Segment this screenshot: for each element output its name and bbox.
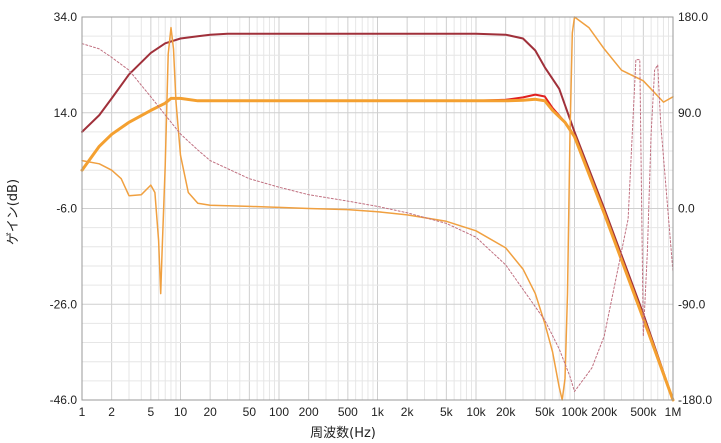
x-tick-label: 500k	[630, 405, 657, 419]
x-tick-label: 1	[79, 405, 86, 419]
x-tick-label: 1k	[371, 405, 385, 419]
plot-frame	[81, 16, 674, 401]
x-tick-label: 200k	[591, 405, 618, 419]
y-tick-label: 14.0	[54, 106, 78, 120]
x-tick-label: 20	[203, 405, 217, 419]
x-tick-label: 20k	[496, 405, 516, 419]
grid-lines	[81, 16, 673, 401]
series-line-4	[81, 16, 674, 401]
x-tick-label: 5k	[440, 405, 454, 419]
series-line-1	[81, 32, 674, 401]
x-tick-label: 200	[299, 405, 319, 419]
x-tick-label: 100	[269, 405, 289, 419]
x-tick-label: 10k	[466, 405, 486, 419]
x-tick-label: 50	[243, 405, 257, 419]
series-line-5	[81, 43, 674, 392]
x-tick-label: 2k	[401, 405, 415, 419]
tick-labels: 1 2 5 10 20 50 100 200 500 1k 2k 5k 10k 20k 50k 100k 200…	[50, 10, 713, 419]
y2-tick-label: -90.0	[678, 297, 706, 311]
x-tick-label: 500	[338, 405, 358, 419]
y-axis-title: ゲイン(dB)	[6, 179, 21, 245]
y2-tick-label: 180.0	[678, 10, 708, 24]
series-layer	[80, 16, 675, 402]
y2-tick-label: 0.0	[678, 202, 695, 216]
plot-border	[81, 16, 674, 401]
y-tick-label: -6.0	[56, 202, 77, 216]
y-tick-label: -46.0	[50, 393, 78, 407]
x-axis-title: 周波数(Hz)	[310, 426, 376, 441]
y-tick-label: -26.0	[50, 297, 78, 311]
y-tick-label: 34.0	[54, 10, 78, 24]
x-tick-label: 2	[108, 405, 115, 419]
x-tick-label: 1M	[665, 405, 682, 419]
x-tick-label: 50k	[535, 405, 555, 419]
x-tick-label: 5	[148, 405, 155, 419]
y2-tick-label: 90.0	[678, 106, 702, 120]
y2-tick-label: -180.0	[678, 393, 712, 407]
x-tick-label: 10	[174, 405, 188, 419]
x-tick-label: 100k	[561, 405, 588, 419]
